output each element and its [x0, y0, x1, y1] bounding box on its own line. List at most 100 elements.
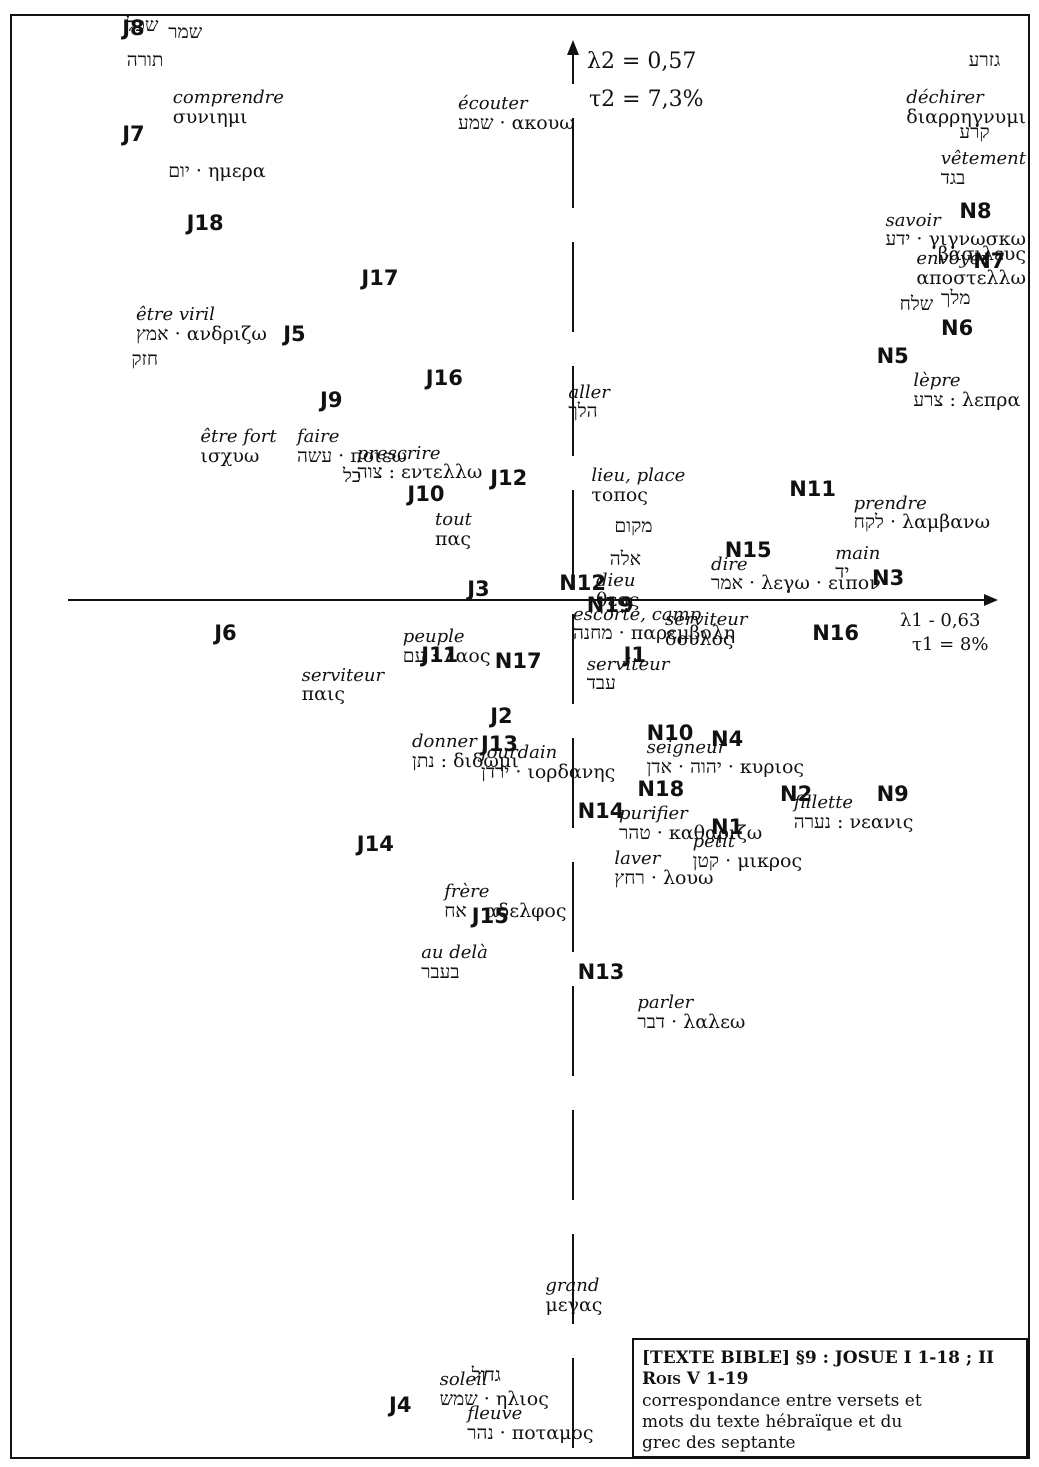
- verse-point-n5: N5: [876, 343, 909, 368]
- word-point-38: soleil שמש · ηλιος: [440, 1371, 549, 1410]
- word-point-15: מקום: [614, 516, 652, 537]
- verse-point-j12: J12: [490, 465, 528, 490]
- word-french-label: laver: [614, 847, 661, 869]
- word-hebrew-greek-label: נתן : διδωμι: [412, 750, 519, 773]
- verse-point-j8: J8: [122, 16, 145, 41]
- word-hebrew-greek-label: עבד: [586, 672, 616, 695]
- caption-line-1: [TEXTE BIBLE] §9 : JOSUE I 1-18 ; II Roi…: [642, 1348, 995, 1390]
- word-point-25: prendre לקח · λαμβανω: [853, 494, 991, 534]
- word-point-18: escorte, camp מחנה · παρεμβολη: [573, 605, 735, 645]
- word-french-label: serviteur: [665, 609, 748, 631]
- word-french-label: faire: [297, 425, 340, 447]
- word-point-48: שלח: [899, 292, 934, 315]
- word-hebrew-greek-label: לקח · λαμβανω: [853, 511, 991, 534]
- word-hebrew-greek-label: דבר · λαλεω: [637, 1010, 746, 1033]
- word-hebrew-greek-label: συνιημι: [172, 106, 248, 129]
- word-hebrew-greek-label: אמר · λεγω · ειπον: [711, 572, 881, 595]
- word-hebrew-greek-label: צוה : εντελλω: [356, 461, 483, 484]
- word-hebrew-greek-label: אמץ · ανδριζω: [136, 322, 267, 345]
- word-hebrew-greek-label: בגד: [940, 167, 966, 190]
- word-point-45: envoyer αποστελλω: [916, 248, 1026, 290]
- word-hebrew-greek-label: חזק: [131, 348, 159, 371]
- word-point-27: jourdain ירדן · ιορδανης: [481, 743, 616, 784]
- word-hebrew-greek-label: רחץ · λουω: [614, 866, 714, 889]
- word-hebrew-greek-label: קטן · μικρος: [692, 849, 803, 872]
- word-hebrew-greek-label: θεος: [596, 589, 640, 612]
- word-point-0: שכל: [127, 15, 159, 36]
- verse-point-j4: J4: [389, 1392, 412, 1417]
- axis2-tau: τ2 = 7,3%: [589, 87, 704, 112]
- word-hebrew-greek-label: ירדן · ιορδανης: [481, 761, 616, 784]
- verse-point-j6: J6: [214, 621, 237, 646]
- caption-line-3: mots du texte hébraïque et du: [642, 1411, 903, 1432]
- word-point-26: donner נתן : διδωμι: [412, 731, 519, 773]
- word-hebrew-greek-label: παις: [301, 683, 346, 706]
- word-hebrew-greek-label: אח · αδελφος: [444, 899, 567, 922]
- word-hebrew-greek-label: πας: [435, 528, 471, 551]
- word-french-label: donner: [412, 731, 477, 753]
- word-hebrew-greek-label: קרע: [959, 120, 990, 143]
- word-french-label: être fort: [200, 425, 277, 447]
- verse-point-n6: N6: [941, 315, 974, 340]
- word-point-8: être fort ισχυω: [200, 425, 277, 467]
- word-point-22: serviteur παις: [301, 666, 385, 706]
- word-point-5: יום · ημερα: [168, 159, 266, 182]
- verse-point-j7: J7: [122, 121, 145, 146]
- word-french-label: dieu: [596, 570, 636, 592]
- word-hebrew-greek-label: תורה: [126, 48, 164, 71]
- word-french-label: seigneur: [646, 736, 727, 758]
- word-french-label: soleil: [439, 1369, 488, 1391]
- word-french-label: peuple: [402, 625, 465, 647]
- word-french-label: vêtement: [940, 148, 1026, 170]
- word-hebrew-greek-label: διαρρηγνυμι: [906, 106, 1026, 129]
- verse-point-n18: N18: [637, 776, 685, 801]
- verse-point-n19: N19: [586, 593, 634, 618]
- word-french-label: écouter: [458, 92, 528, 114]
- verse-point-j11: J11: [421, 643, 459, 668]
- word-french-label: parler: [637, 992, 694, 1014]
- verse-point-n2: N2: [780, 782, 813, 807]
- word-point-3: comprendre συνιημι: [172, 88, 284, 129]
- verse-point-n12: N12: [559, 571, 606, 596]
- caption-line-4: grec des septante: [642, 1433, 796, 1453]
- word-point-9: faire עשה · ποιεω: [297, 425, 407, 467]
- horizontal-axis-arrow: [984, 594, 998, 606]
- word-point-10: prescrire צוה : εντελλω: [356, 444, 483, 484]
- word-french-label: serviteur: [586, 653, 670, 675]
- verse-point-j9: J9: [320, 388, 343, 413]
- word-hebrew-greek-label: עשה · ποιεω: [297, 444, 407, 467]
- word-point-32: laver רחץ · λουω: [614, 847, 714, 889]
- word-french-label: grand: [545, 1275, 600, 1297]
- verse-point-n14: N14: [577, 798, 625, 823]
- verse-point-n3: N3: [872, 565, 905, 590]
- word-point-24: main יד: [835, 542, 881, 584]
- verse-point-j13: J13: [481, 732, 519, 757]
- word-french-label: main: [835, 542, 881, 564]
- word-hebrew-greek-label: יום · ημερα: [168, 159, 266, 182]
- word-hebrew-greek-label: הלך: [568, 400, 598, 423]
- word-french-label: frère: [444, 881, 490, 903]
- word-hebrew-greek-label: נהר · ποταμος: [467, 1421, 594, 1444]
- word-hebrew-greek-label: שמע · ακουω: [458, 111, 575, 134]
- word-hebrew-greek-label: μεγας: [545, 1293, 603, 1316]
- word-point-1: שמר: [168, 22, 202, 43]
- word-point-35: parler דבר · λαλεω: [637, 992, 746, 1033]
- word-french-label: savoir: [885, 209, 941, 231]
- vertical-axis-arrow: [567, 40, 579, 55]
- word-point-4: écouter שמע · ακουω: [458, 92, 575, 134]
- word-french-label: aller: [568, 381, 610, 403]
- word-french-label: fleuve: [467, 1402, 523, 1424]
- word-point-19: peuple עם · λαος: [402, 625, 491, 667]
- word-hebrew-greek-label: αποστελλω: [916, 267, 1026, 290]
- verse-point-n7: N7: [973, 249, 1006, 274]
- word-hebrew-greek-label: שמש · ηλιος: [439, 1388, 549, 1411]
- word-french-label: dire: [711, 553, 748, 575]
- word-french-label: déchirer: [906, 87, 984, 109]
- word-point-46: βασιλευς: [938, 244, 1026, 265]
- word-hebrew-greek-label: יהוה · אדן · κυριος: [646, 755, 805, 778]
- word-french-label: envoyer: [916, 248, 990, 270]
- word-french-label: être viril: [136, 303, 215, 325]
- word-hebrew-greek-label: שלח: [899, 292, 934, 315]
- axis1-tau: τ1 = 8%: [912, 634, 989, 655]
- verse-point-n15: N15: [724, 537, 772, 562]
